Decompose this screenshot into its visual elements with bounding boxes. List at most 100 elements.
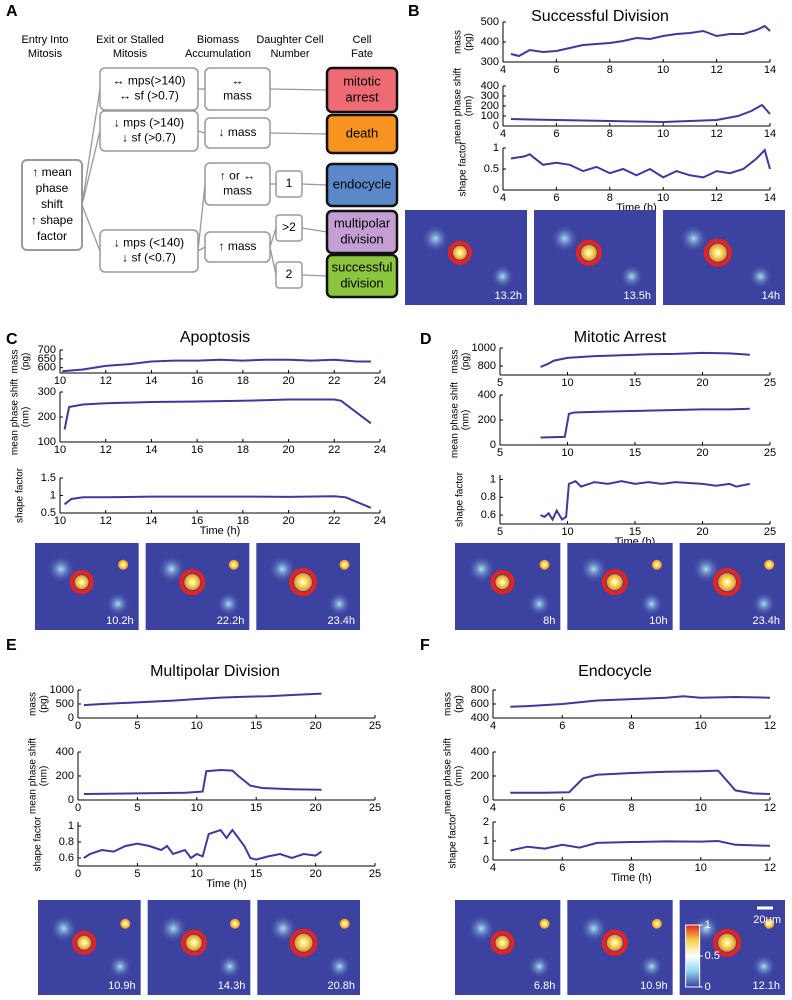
micrograph: 14h	[663, 210, 785, 305]
x-tick-label: 12	[710, 128, 722, 140]
cell	[228, 559, 239, 570]
x-tick-label: 22	[328, 515, 340, 527]
fate-node	[325, 209, 399, 255]
biomass-node-text: mass	[223, 184, 252, 198]
x-tick-label: 6	[553, 128, 559, 140]
micrograph-bg	[405, 210, 527, 305]
exit-node	[99, 229, 199, 273]
cell-halo	[289, 928, 318, 957]
x-tick-label: 10	[657, 64, 669, 76]
column-header: Fate	[351, 48, 373, 60]
column-header: Cell	[353, 34, 372, 46]
cell-halo	[490, 570, 515, 595]
x-tick-label: 22	[328, 444, 340, 456]
panel-letter: E	[6, 637, 17, 654]
y-tick-label: 0	[68, 794, 74, 806]
biomass-node-text: ↓ mass	[218, 125, 256, 139]
x-tick-label: 20	[309, 720, 321, 732]
cell-halo	[69, 570, 94, 595]
data-line	[510, 695, 771, 708]
x-tick-label: 18	[237, 444, 249, 456]
daughter-node	[275, 170, 303, 198]
y-tick-label: 0.5	[484, 163, 499, 175]
y-tick-label: 300	[481, 56, 499, 68]
connector	[269, 246, 277, 276]
y-tick-label: 0	[493, 184, 499, 196]
y-axis-label: mass	[28, 692, 39, 716]
colorbar-tick-label: 0.5	[705, 950, 720, 962]
time-stamp: 14.3h	[218, 980, 246, 992]
y-axis-label: mass	[443, 692, 454, 716]
connector	[269, 88, 328, 91]
data-line	[510, 103, 771, 124]
x-tick-label: 20	[309, 802, 321, 814]
x-tick-label: 6	[559, 862, 565, 874]
exit-node-text: ↓ sf (>0.7)	[122, 131, 176, 145]
y-tick-label: 100	[481, 110, 499, 122]
cell-blob	[108, 954, 133, 979]
y-tick-label: 1	[50, 489, 56, 501]
y-tick-label: 0	[493, 120, 499, 132]
cell-halo	[447, 240, 472, 265]
x-tick-label: 8	[628, 862, 634, 874]
column-header: Daughter Cell	[256, 34, 323, 46]
cell	[339, 559, 350, 570]
x-tick-label: 25	[369, 720, 381, 732]
y-tick-label: 1000	[50, 684, 74, 696]
connector	[269, 227, 277, 248]
data-line	[510, 24, 771, 58]
chart-title: Multipolar Division	[150, 663, 280, 680]
cell-blob	[490, 264, 515, 289]
micrograph: 10.9h	[567, 900, 673, 995]
x-tick-label: 10	[695, 720, 707, 732]
time-stamp: 13.2h	[494, 290, 522, 302]
chart-title: Apoptosis	[180, 329, 250, 346]
connector	[81, 204, 101, 252]
time-stamp: 23.4h	[327, 615, 355, 627]
cell	[77, 935, 92, 950]
x-tick-label: 14	[764, 128, 776, 140]
colorbar-tick-label: 1	[705, 919, 711, 931]
fate-node	[325, 253, 399, 299]
time-stamp: 6.8h	[534, 980, 555, 992]
x-tick-label: 25	[369, 802, 381, 814]
y-axis-label: (nm)	[39, 766, 50, 787]
x-tick-label: 10	[657, 128, 669, 140]
micrograph: 22.2h	[145, 543, 250, 630]
x-tick-label: 4	[490, 720, 496, 732]
x-tick-label: 20	[282, 375, 294, 387]
fate-node-text: multipolar	[334, 215, 391, 230]
connector	[81, 88, 101, 206]
y-tick-label: 200	[478, 414, 496, 426]
data-line	[510, 148, 771, 179]
fate-node	[325, 162, 399, 208]
y-tick-label: 800	[478, 360, 496, 372]
micrograph: 10.9h	[38, 900, 141, 995]
connector	[197, 246, 206, 252]
y-axis-label: mass	[453, 30, 464, 54]
micrograph: 13.5h	[534, 210, 656, 305]
x-tick-label: 15	[250, 720, 262, 732]
fate-node	[325, 113, 399, 155]
x-tick-label: 4	[490, 862, 496, 874]
x-tick-label: 16	[191, 375, 203, 387]
y-tick-label: 400	[481, 36, 499, 48]
cell-blob	[692, 555, 720, 584]
x-tick-label: 5	[134, 720, 140, 732]
y-tick-label: 0	[483, 794, 489, 806]
y-axis-label: mean phase shift	[443, 738, 454, 814]
y-axis-label: (pg)	[21, 353, 32, 371]
exit-node-text: ↓ mps (>140)	[114, 116, 184, 130]
daughter-node	[275, 261, 303, 289]
x-tick-label: 10	[191, 868, 203, 880]
x-tick-label: 0	[75, 720, 81, 732]
x-tick-label: 18	[237, 375, 249, 387]
y-axis-label: mean phase shift	[453, 68, 464, 144]
y-tick-label: 0.8	[59, 836, 74, 848]
y-tick-label: 0.8	[481, 491, 496, 503]
cell-halo	[703, 238, 732, 267]
x-tick-label: 8	[628, 720, 634, 732]
cell	[764, 559, 775, 570]
chart-title: Successful Division	[531, 8, 669, 25]
x-tick-label: 12	[100, 515, 112, 527]
